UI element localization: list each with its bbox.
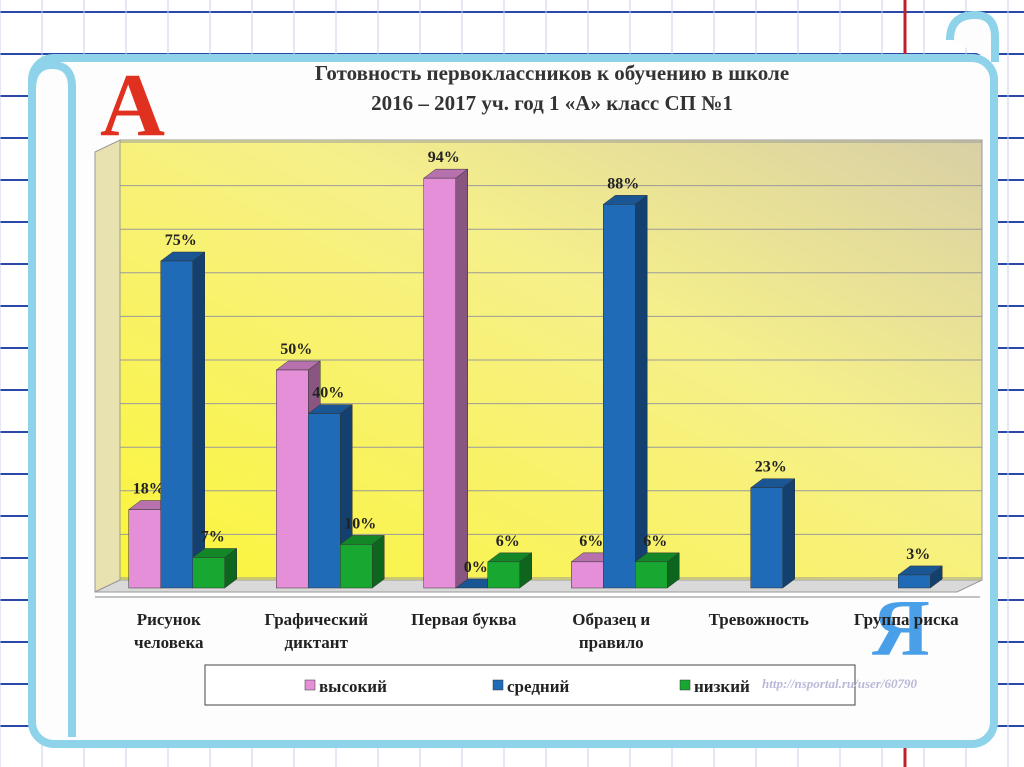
legend-swatch: [679, 679, 691, 691]
side-wall: [94, 139, 121, 593]
x-tick-label: Графический диктант: [264, 610, 369, 652]
value-label: 23%: [755, 459, 787, 476]
bar: [308, 413, 341, 589]
x-tick-label: Первая буква: [411, 610, 517, 629]
chart-title: Готовность первоклассников к обучению в …: [315, 61, 789, 85]
value-label: 6%: [643, 533, 667, 550]
bar-side: [455, 168, 468, 589]
value-label: 7%: [201, 528, 225, 545]
bar: [898, 574, 931, 589]
value-label: 18%: [133, 481, 165, 498]
value-label: 88%: [607, 175, 639, 192]
bar: [571, 561, 604, 589]
bar-side: [372, 534, 385, 589]
bar: [603, 204, 636, 589]
scroll-curl: [946, 10, 999, 62]
value-label: 3%: [906, 546, 930, 563]
bar: [423, 177, 456, 589]
value-label: 10%: [344, 515, 376, 532]
bar: [276, 369, 309, 589]
bar: [160, 260, 193, 589]
value-label: 6%: [579, 533, 603, 550]
value-label: 75%: [165, 232, 197, 249]
bar-side: [635, 194, 648, 589]
bar: [128, 509, 161, 589]
letter-mascot: А: [100, 56, 165, 155]
value-label: 6%: [496, 533, 520, 550]
scroll-curl: [28, 60, 76, 737]
bar: [487, 561, 520, 589]
watermark: http://nsportal.ru/user/60790: [762, 676, 917, 691]
x-tick-label: Тревожность: [708, 610, 809, 629]
bar: [750, 487, 783, 589]
value-label: 40%: [312, 385, 344, 402]
bar: [340, 544, 373, 589]
value-label: 0%: [464, 559, 488, 576]
bar-side: [782, 478, 795, 589]
value-label: 94%: [428, 149, 460, 166]
value-label: 50%: [280, 341, 312, 358]
bar: [635, 561, 668, 589]
chart-subtitle: 2016 – 2017 уч. год 1 «А» класс СП №1: [371, 91, 733, 115]
legend-label: средний: [507, 677, 570, 696]
x-tick-label: Рисунок человека: [133, 610, 204, 652]
legend-swatch: [492, 679, 504, 691]
x-tick-label: Образец и правило: [572, 610, 651, 652]
legend-label: высокий: [319, 677, 387, 696]
letter-mascot: Я: [872, 585, 930, 673]
legend-swatch: [304, 679, 316, 691]
legend-label: низкий: [694, 677, 750, 696]
x-tick-label: Группа риска: [853, 610, 959, 629]
bar: [192, 557, 225, 589]
